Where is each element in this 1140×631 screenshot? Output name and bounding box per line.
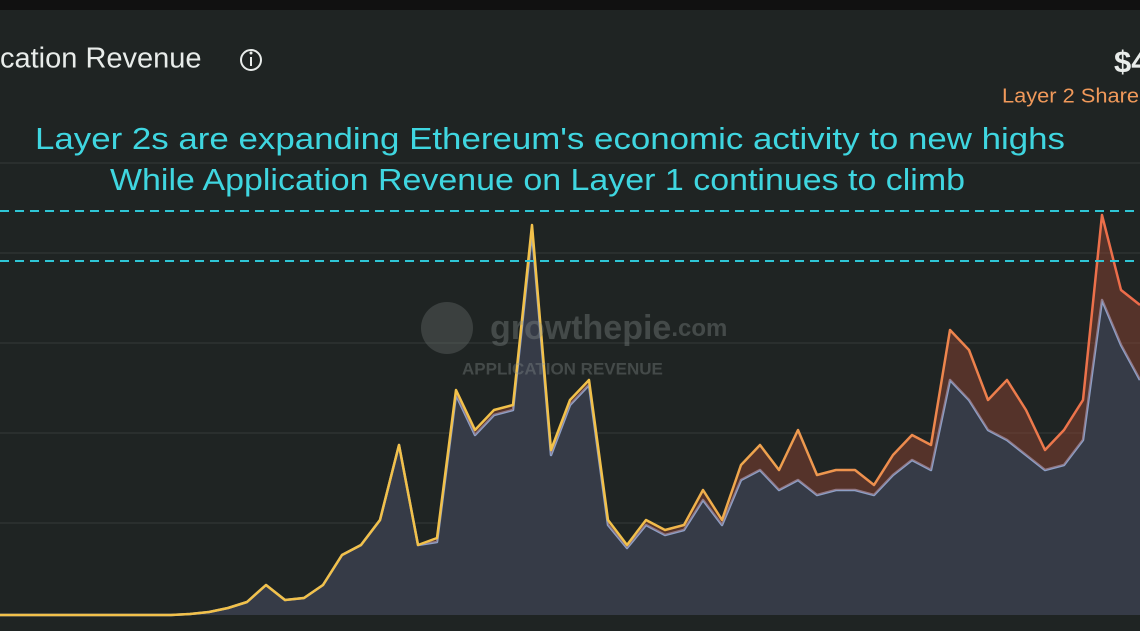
watermark-caption: APPLICATION REVENUE	[462, 359, 663, 378]
annotation: While Application Revenue on Layer 1 con…	[110, 162, 965, 197]
annotation: Layer 2s are expanding Ethereum's econom…	[35, 121, 1065, 156]
watermark: growthepie.com APPLICATION REVENUE	[421, 302, 727, 378]
watermark-brand: growthepie.com	[490, 309, 727, 347]
info-circle[interactable]	[240, 49, 262, 71]
watermark-domain: .com	[671, 315, 727, 342]
header-subtitle: Layer 2 Share	[1002, 85, 1139, 107]
plot	[0, 213, 1140, 617]
area	[0, 232, 1140, 615]
watermark-brand-name: growthepie	[490, 309, 671, 347]
info-icon[interactable]	[240, 49, 262, 71]
chart-title: cation Revenue	[0, 43, 202, 75]
header-value: $4	[1114, 44, 1140, 79]
info-dot[interactable]	[249, 51, 253, 55]
watermark-logo	[421, 302, 473, 354]
line	[0, 213, 1140, 617]
